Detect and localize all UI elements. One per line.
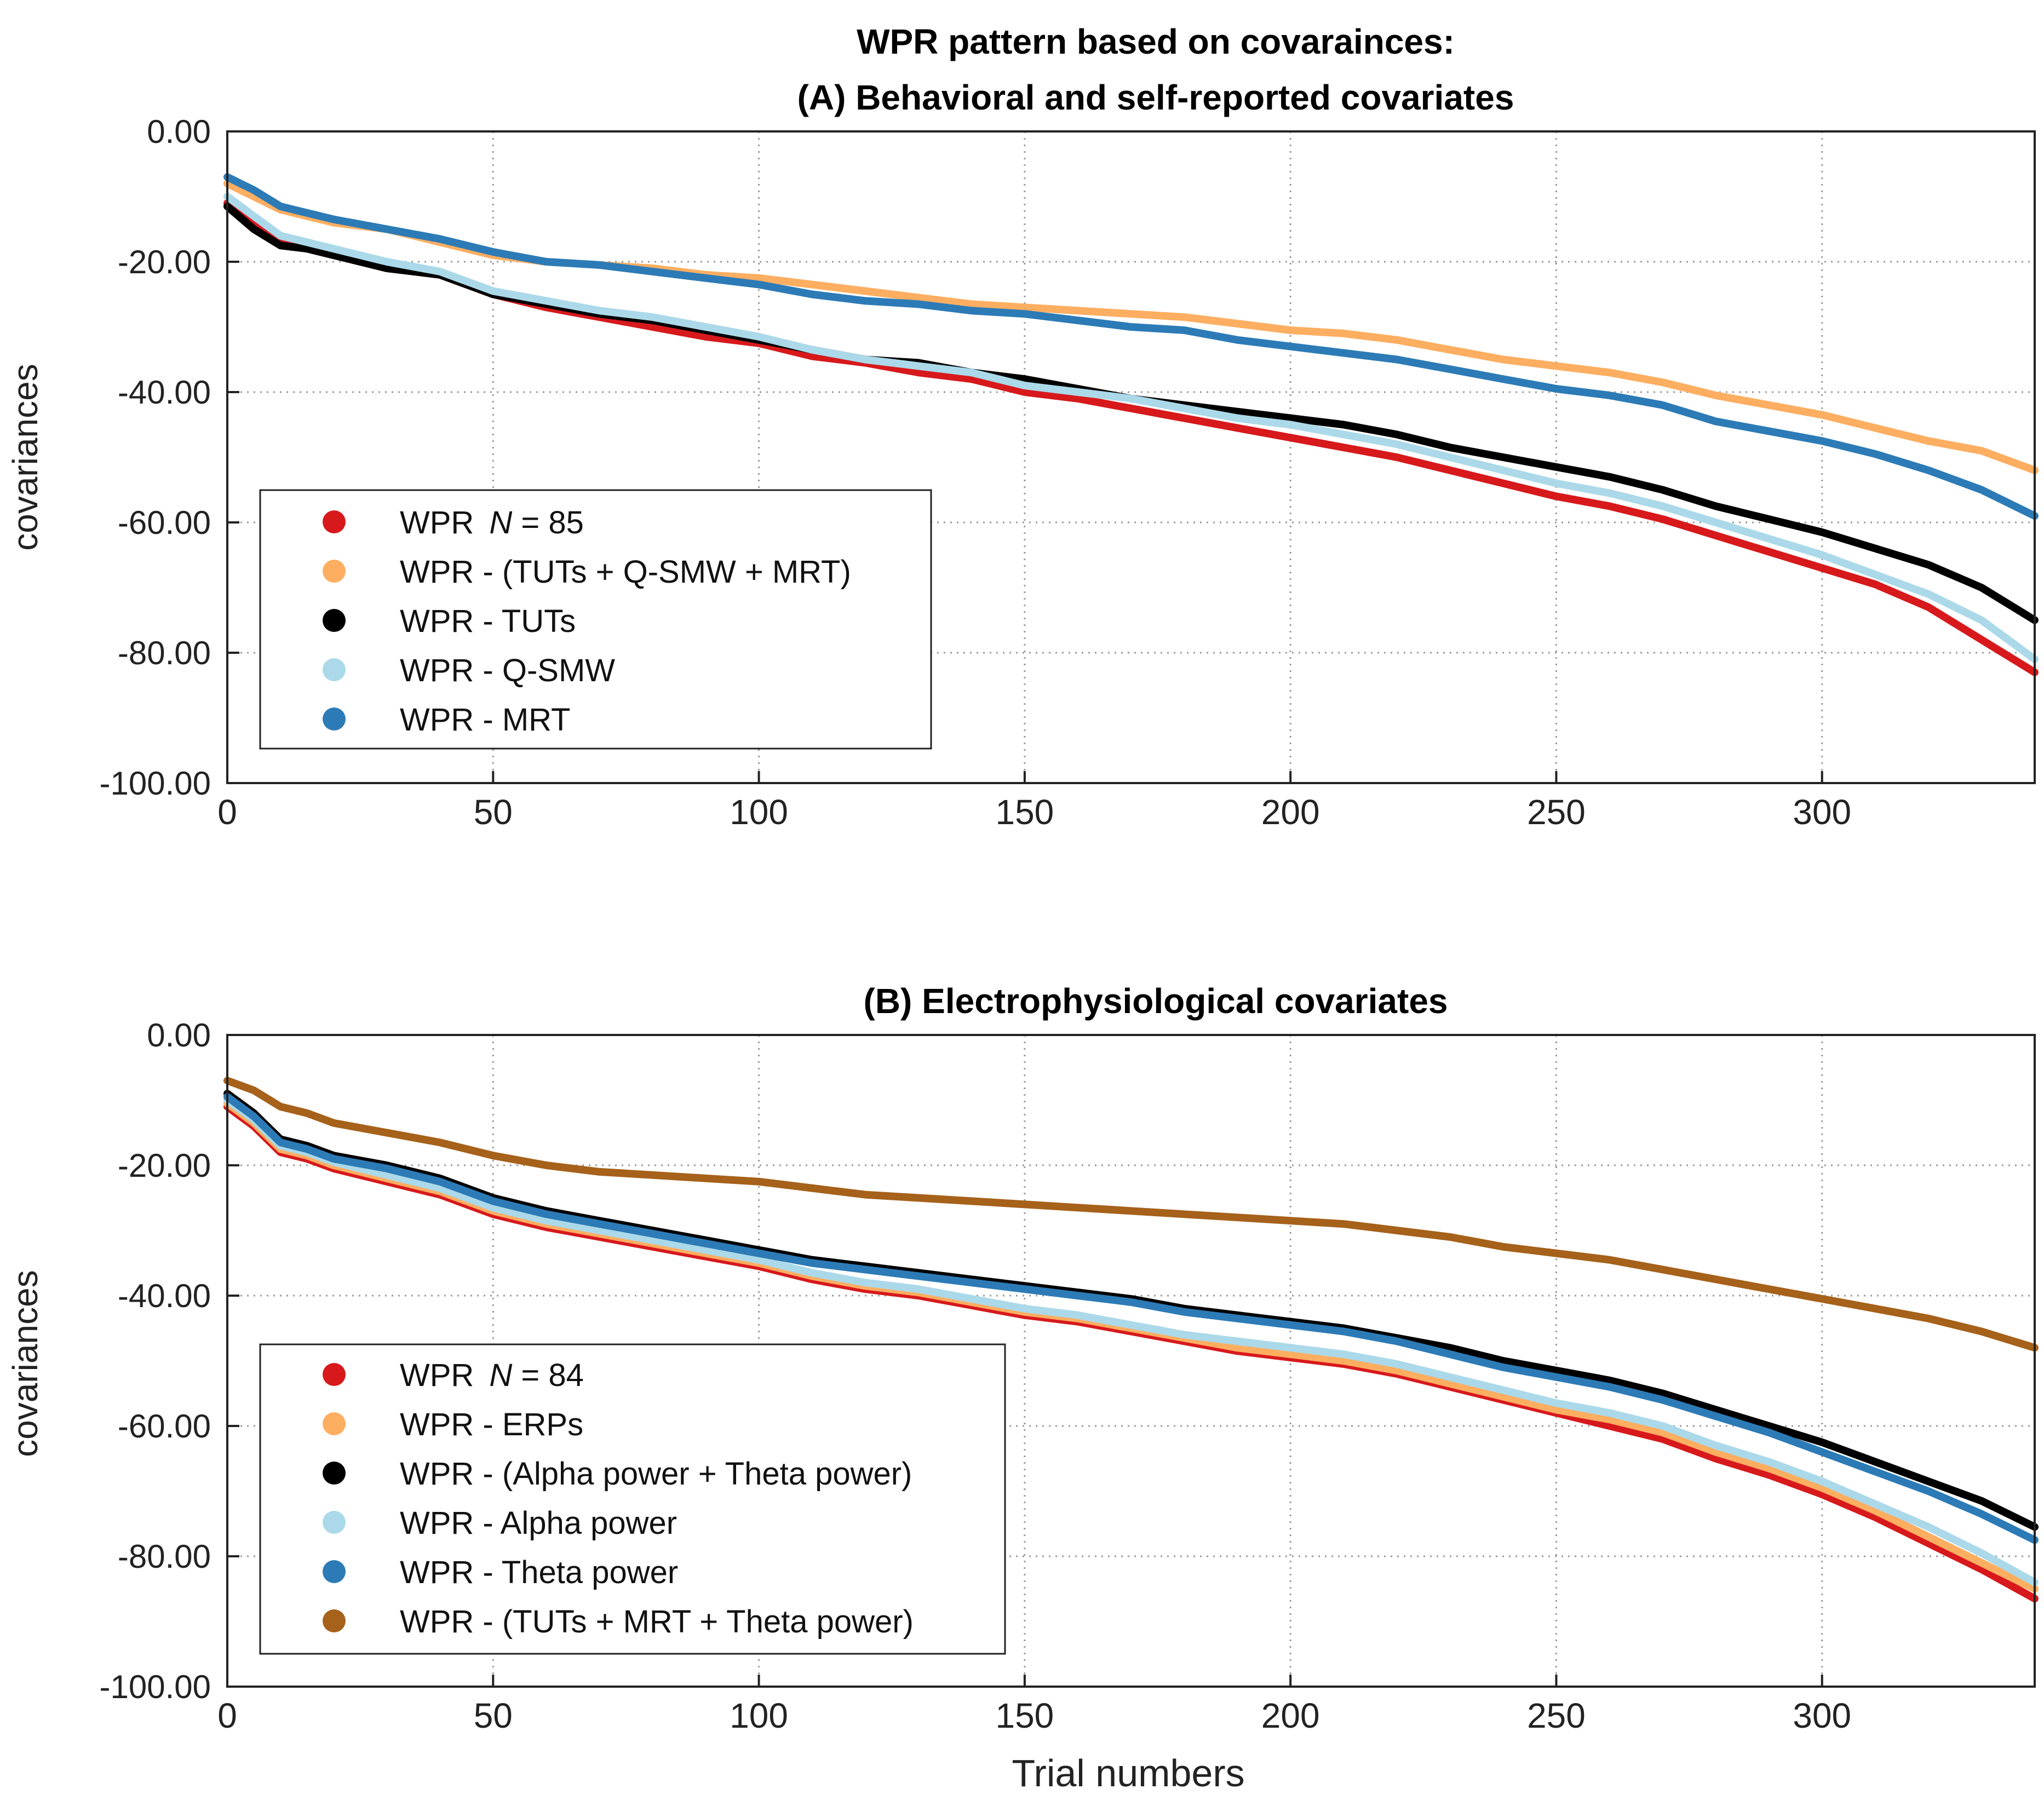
panel-b-x-tick-label: 150	[995, 1696, 1054, 1735]
panel-a-legend-label-0: WPR N = 85	[400, 505, 584, 540]
panel-b-legend: WPR N = 84 WPR - ERPs WPR - (Alpha power + …	[259, 1343, 1006, 1655]
panel-a-x-tick-label: 300	[1793, 792, 1851, 832]
panel-b: (B) Electrophysiological covariates 0.00…	[5, 981, 2039, 1795]
panel-b-series	[223, 1077, 2039, 1603]
panel-b-grid	[227, 1035, 2035, 1687]
panel-b-y-axis-label: covariances	[5, 1270, 45, 1457]
panel-a-x-tick-label: 0	[217, 792, 237, 832]
panel-a-legend-label-2: WPR - TUTs	[400, 603, 576, 639]
panel-b-legend-label-0: WPR N = 84	[400, 1358, 584, 1393]
panel-b-series-line-3	[223, 1096, 2039, 1586]
panel-b-legend-marker-0	[323, 1363, 346, 1386]
panel-a-legend: WPR N = 85 WPR - (TUTs + Q-SMW + MRT) WPR -…	[259, 489, 932, 750]
panel-b-legend-label-5: WPR - (TUTs + MRT + Theta power)	[400, 1604, 914, 1640]
panel-a-legend-label-4: WPR - MRT	[400, 702, 570, 738]
panel-a-legend-marker-1	[323, 560, 346, 583]
panel-a-x-tick-label: 150	[995, 792, 1054, 832]
panel-b-x-tick-label: 50	[474, 1696, 513, 1735]
panel-a-legend-marker-4	[323, 708, 346, 731]
panel-b-y-tick-label: -80.00	[118, 1538, 211, 1575]
panel-a-legend-label-count: = 85	[512, 505, 584, 540]
panel-a-y-tick-label: -40.00	[118, 374, 211, 411]
panel-b-x-tick-label: 200	[1261, 1696, 1320, 1735]
panel-b-y-ticks: 0.00 -20.00 -40.00 -60.00 -80.00 -100.00	[100, 1017, 239, 1705]
panel-b-legend-label-3: WPR - Alpha power	[400, 1505, 677, 1541]
panel-a-legend-marker-0	[323, 510, 346, 533]
panel-b-x-ticks: 0 50 100 150 200 250 300	[217, 1675, 1851, 1735]
panel-b-legend-marker-3	[323, 1511, 346, 1534]
panel-a-series-line-3	[223, 193, 2039, 663]
panel-b-legend-label-prefix: WPR	[400, 1358, 474, 1393]
panel-a-legend-label-3: WPR - Q-SMW	[400, 653, 615, 688]
panel-b-y-tick-label: 0.00	[147, 1017, 211, 1054]
panel-a-y-tick-label: -80.00	[118, 635, 211, 671]
panel-a-x-tick-label: 50	[474, 792, 513, 832]
panel-a-series-line-4	[223, 173, 2039, 520]
panel-a-y-tick-label: -60.00	[118, 504, 211, 541]
panel-a: (A) Behavioral and self-reported covaria…	[5, 78, 2039, 832]
panel-a-title: (A) Behavioral and self-reported covaria…	[797, 78, 1514, 117]
panel-b-legend-marker-5	[323, 1609, 346, 1632]
panel-b-legend-label-1: WPR - ERPs	[400, 1407, 583, 1442]
panel-a-legend-box	[259, 489, 932, 750]
panel-b-series-line-4	[223, 1093, 2039, 1544]
panel-a-grid	[227, 131, 2035, 783]
panel-a-y-tick-label: -20.00	[118, 244, 211, 280]
panel-b-x-axis-label: Trial numbers	[1012, 1752, 1244, 1795]
panel-b-y-tick-label: -20.00	[118, 1147, 211, 1184]
panel-a-y-axis-label: covariances	[5, 364, 45, 551]
panel-b-title: (B) Electrophysiological covariates	[864, 981, 1448, 1021]
panel-a-legend-marker-2	[323, 609, 346, 632]
panel-b-legend-label-count: = 84	[512, 1358, 584, 1393]
panel-a-axes-frame	[226, 130, 2036, 784]
panel-a-series	[223, 173, 2039, 676]
panel-a-y-ticks: 0.00 -20.00 -40.00 -60.00 -80.00 -100.00	[100, 113, 239, 802]
panel-b-y-tick-label: -100.00	[100, 1669, 211, 1705]
panel-a-legend-label-n: N	[489, 505, 512, 540]
panel-a-y-tick-label: -100.00	[100, 765, 211, 802]
panel-a-x-tick-label: 100	[730, 792, 788, 832]
panel-a-x-ticks: 0 50 100 150 200 250 300	[217, 771, 1851, 832]
panel-b-legend-marker-2	[323, 1462, 346, 1485]
panel-b-legend-label-4: WPR - Theta power	[400, 1555, 678, 1590]
panel-b-legend-label-n: N	[489, 1358, 512, 1393]
panel-b-legend-marker-1	[323, 1412, 346, 1435]
panel-a-x-tick-label: 250	[1527, 792, 1586, 832]
panel-a-legend-label-prefix: WPR	[400, 505, 474, 540]
panel-b-x-tick-label: 250	[1527, 1696, 1586, 1735]
panel-b-series-line-5	[223, 1077, 2039, 1352]
panel-b-legend-marker-4	[323, 1560, 346, 1583]
figure-title: WPR pattern based on covarainces:	[857, 22, 1455, 61]
panel-b-legend-label-2: WPR - (Alpha power + Theta power)	[400, 1456, 912, 1492]
panel-a-legend-marker-3	[323, 658, 346, 681]
panel-b-axes-frame	[226, 1034, 2036, 1688]
panel-b-y-tick-label: -60.00	[118, 1408, 211, 1445]
panel-b-x-tick-label: 0	[217, 1696, 237, 1735]
panel-b-x-tick-label: 300	[1793, 1696, 1851, 1735]
panel-b-legend-box	[259, 1343, 1006, 1655]
panel-b-x-tick-label: 100	[730, 1696, 788, 1735]
panel-a-legend-label-1: WPR - (TUTs + Q-SMW + MRT)	[400, 554, 851, 590]
panel-b-y-tick-label: -40.00	[118, 1278, 211, 1314]
panel-a-x-tick-label: 200	[1261, 792, 1320, 832]
panel-a-y-tick-label: 0.00	[147, 113, 211, 150]
